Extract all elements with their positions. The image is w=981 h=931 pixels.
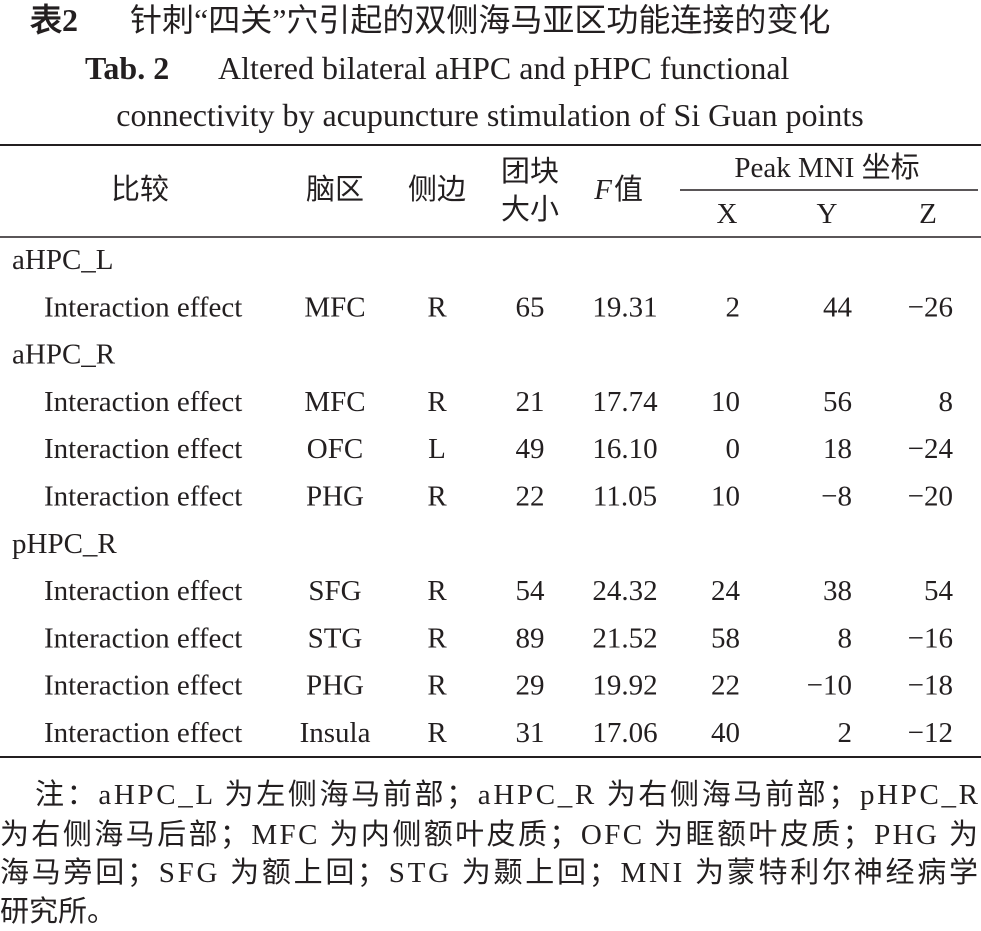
header-cell: 大小: [501, 193, 559, 226]
cell: 49: [516, 433, 545, 465]
cell: −20: [908, 481, 953, 513]
cell: 10: [711, 481, 740, 513]
table-title-en: Altered bilateral aHPC and pHPC function…: [218, 50, 790, 86]
cell: 56: [823, 386, 852, 418]
cell: MFC: [304, 291, 365, 323]
cell: 29: [516, 670, 545, 702]
cell: Interaction effect: [44, 291, 242, 323]
cell: Interaction effect: [44, 717, 242, 749]
cell: Insula: [300, 717, 371, 749]
header-cell: Peak MNI 坐标: [734, 151, 919, 184]
cell: 16.10: [592, 433, 657, 465]
cell: 54: [924, 575, 954, 607]
cell: 17.74: [592, 386, 658, 418]
cell: 18: [823, 433, 852, 465]
cell: 2: [838, 717, 853, 749]
group-label: aHPC_R: [12, 339, 116, 371]
group-label: pHPC_R: [12, 528, 117, 560]
cell: Interaction effect: [44, 670, 242, 702]
cell: 19.92: [592, 670, 657, 702]
header-cell: 值: [614, 173, 643, 206]
cell: L: [428, 433, 446, 465]
header-cell: Z: [919, 198, 937, 230]
cell: 58: [711, 622, 740, 654]
cell: PHG: [306, 481, 364, 513]
header-cell: 脑区: [306, 173, 364, 206]
note: 注：aHPC_L 为左侧海马前部；aHPC_R 为右侧海马前部；pHPC_R: [35, 778, 979, 811]
cell: Interaction effect: [44, 386, 242, 418]
cell: 21.52: [592, 622, 657, 654]
note: 为右侧海马后部；MFC 为内侧额叶皮质；OFC 为眶额叶皮质；PHG 为: [0, 818, 978, 851]
cell: 24.32: [592, 575, 657, 607]
cell: 54: [516, 575, 546, 607]
cell: −12: [908, 717, 953, 749]
cell: 38: [823, 575, 852, 607]
cell: PHG: [306, 670, 364, 702]
cell: 11.05: [593, 481, 657, 513]
cell: 65: [516, 291, 545, 323]
table-label: 表2: [30, 2, 78, 38]
header-cell: F: [593, 174, 612, 206]
cell: 10: [711, 386, 740, 418]
cell: 31: [516, 717, 545, 749]
cell: 40: [711, 717, 740, 749]
table-label-en: Tab. 2: [85, 50, 169, 86]
cell: −10: [807, 670, 852, 702]
cell: 24: [711, 575, 741, 607]
cell: −8: [821, 481, 852, 513]
note: 研究所。: [0, 895, 116, 928]
group-label: aHPC_L: [12, 244, 114, 276]
header-cell: 侧边: [408, 173, 466, 206]
cell: 44: [823, 291, 853, 323]
cell: −26: [908, 291, 953, 323]
cell: Interaction effect: [44, 481, 242, 513]
cell: 19.31: [592, 291, 657, 323]
header-cell: Y: [817, 198, 838, 230]
cell: R: [427, 670, 447, 702]
cell: 21: [516, 386, 545, 418]
cell: Interaction effect: [44, 575, 242, 607]
cell: Interaction effect: [44, 622, 242, 654]
cell: 22: [711, 670, 740, 702]
cell: OFC: [307, 433, 363, 465]
cell: 2: [726, 291, 741, 323]
cell: 8: [939, 386, 954, 418]
cell: R: [427, 481, 447, 513]
cell: 22: [516, 481, 545, 513]
cell: R: [427, 386, 447, 418]
cell: R: [427, 291, 447, 323]
cell: Interaction effect: [44, 433, 242, 465]
cell: 89: [516, 622, 545, 654]
table-title-en: connectivity by acupuncture stimulation …: [116, 97, 863, 133]
cell: 0: [726, 433, 741, 465]
table-title: 针刺“四关”穴引起的双侧海马亚区功能连接的变化: [130, 2, 830, 38]
cell: R: [427, 717, 447, 749]
cell: −16: [908, 622, 953, 654]
cell: R: [427, 575, 447, 607]
cell: 8: [838, 622, 853, 654]
header-cell: 比较: [111, 173, 169, 206]
cell: STG: [308, 622, 363, 654]
header-cell: 团块: [501, 156, 559, 188]
cell: R: [427, 622, 447, 654]
cell: 17.06: [592, 717, 657, 749]
cell: SFG: [308, 575, 361, 607]
header-cell: X: [717, 198, 738, 230]
note: 海马旁回；SFG 为额上回；STG 为颞上回；MNI 为蒙特利尔神经病学: [0, 856, 978, 889]
cell: −24: [908, 433, 954, 465]
cell: −18: [908, 670, 953, 702]
cell: MFC: [304, 386, 365, 418]
